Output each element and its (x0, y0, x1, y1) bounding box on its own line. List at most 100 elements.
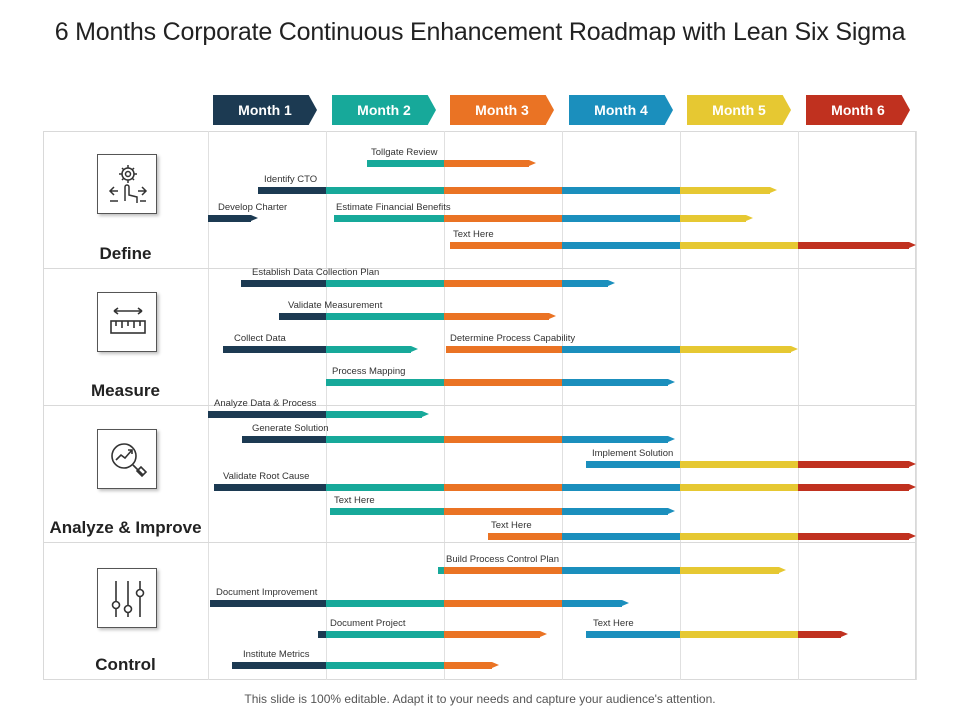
task-bar-arrowhead (779, 566, 787, 573)
phase-label-analyze-improve: Analyze & Improve (49, 518, 202, 537)
task-bar-segment (444, 159, 530, 167)
task-bar-segment (680, 214, 747, 222)
task-label: Analyze Data & Process (214, 398, 317, 409)
task-bar-segment (231, 661, 326, 669)
task-bar-segment (444, 312, 550, 320)
task-bar-segment (326, 599, 444, 607)
task-bar-arrowhead (492, 661, 500, 668)
task-label: Document Project (330, 618, 406, 629)
task-bar-segment (326, 661, 444, 669)
task-bar-segment (326, 279, 444, 287)
task-bar-segment (562, 378, 669, 386)
task-bar-segment (257, 186, 326, 194)
task-bar-segment (680, 566, 780, 574)
gear-hand-icon (97, 154, 157, 214)
task-label: Estimate Financial Benefits (336, 202, 451, 213)
task-bar-segment (680, 630, 798, 638)
task-bar-segment (241, 279, 326, 287)
task-label: Process Mapping (332, 366, 406, 377)
task-bar-segment (438, 566, 444, 574)
task-bar-segment (334, 214, 444, 222)
task-bar-segment (680, 483, 798, 491)
task-bar-arrowhead (668, 507, 676, 514)
task-bar-arrowhead (549, 312, 557, 319)
month-header-5: Month 5 (687, 95, 791, 125)
task-bar-segment (562, 279, 609, 287)
task-bar-segment (562, 345, 680, 353)
task-bar-segment (326, 312, 444, 320)
task-bar-segment (680, 186, 770, 194)
task-bar-arrowhead (529, 159, 537, 166)
task-bar-arrowhead (622, 599, 630, 606)
task-bar-arrowhead (539, 630, 547, 637)
phase-divider (43, 405, 916, 406)
task-label: Text Here (334, 495, 375, 506)
phase-label-define: Define (99, 244, 152, 263)
task-label: Implement Solution (592, 448, 674, 459)
task-bar-segment (444, 599, 562, 607)
task-bar-segment (562, 186, 680, 194)
task-bar-arrowhead (791, 345, 798, 352)
task-bar-segment (242, 435, 326, 443)
task-bar-segment (326, 483, 444, 491)
task-bar-segment (798, 532, 909, 540)
task-bar-segment (446, 345, 562, 353)
task-bar-segment (585, 460, 680, 468)
phase-divider (43, 268, 916, 269)
task-label: Collect Data (234, 333, 286, 344)
month-header-1: Month 1 (213, 95, 317, 125)
task-bar-segment (444, 214, 562, 222)
task-bar-segment (223, 345, 326, 353)
task-label: Text Here (453, 229, 494, 240)
phase-divider (43, 542, 916, 543)
ruler-icon (97, 292, 157, 352)
task-bar-segment (680, 532, 798, 540)
task-bar-segment (329, 507, 444, 515)
task-bar-segment (562, 241, 680, 249)
task-label: Determine Process Capability (450, 333, 576, 344)
magnifier-chart-icon (97, 429, 157, 489)
task-bar-segment (278, 312, 326, 320)
task-label: Build Process Control Plan (446, 554, 559, 565)
task-bar-segment (444, 435, 562, 443)
task-bar-segment (208, 410, 326, 418)
task-bar-arrowhead (411, 345, 419, 352)
page-title: 6 Months Corporate Continuous Enhancemen… (54, 18, 906, 46)
task-bar-segment (326, 630, 444, 638)
task-bar-segment (326, 378, 444, 386)
task-bar-segment (317, 630, 326, 638)
task-bar-arrowhead (909, 460, 916, 467)
task-bar-segment (326, 345, 412, 353)
task-bar-segment (210, 599, 326, 607)
task-bar-arrowhead (840, 630, 848, 637)
task-bar-segment (444, 507, 562, 515)
task-bar-segment (680, 460, 798, 468)
task-bar-segment (680, 345, 791, 353)
task-label: Validate Measurement (288, 300, 383, 311)
task-bar-arrowhead (421, 410, 429, 417)
month-divider (916, 131, 917, 680)
task-bar-segment (798, 241, 909, 249)
task-bar-segment (367, 159, 444, 167)
task-bar-segment (326, 410, 422, 418)
task-bar-segment (444, 630, 540, 638)
task-bar-segment (562, 507, 669, 515)
task-bar-segment (798, 630, 841, 638)
phase-label-control: Control (95, 655, 156, 674)
task-bar-segment (444, 566, 562, 574)
task-label: Tollgate Review (371, 147, 438, 158)
task-bar-arrowhead (746, 214, 754, 221)
task-bar-arrowhead (668, 435, 676, 442)
task-bar-arrowhead (769, 186, 777, 193)
month-header-4: Month 4 (569, 95, 673, 125)
task-bar-segment (444, 661, 493, 669)
task-bar-segment (326, 186, 444, 194)
task-bar-segment (444, 483, 562, 491)
task-bar-segment (213, 483, 326, 491)
month-header-3: Month 3 (450, 95, 554, 125)
task-label: Text Here (593, 618, 634, 629)
task-bar-segment (449, 241, 562, 249)
task-bar-segment (562, 435, 669, 443)
task-bar-segment (487, 532, 562, 540)
task-bar-segment (798, 460, 909, 468)
